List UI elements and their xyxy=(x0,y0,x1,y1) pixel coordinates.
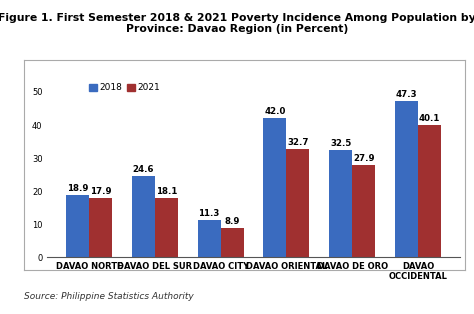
Text: 18.9: 18.9 xyxy=(67,184,88,193)
Text: 32.5: 32.5 xyxy=(330,139,351,148)
Text: 11.3: 11.3 xyxy=(199,209,220,218)
Text: 18.1: 18.1 xyxy=(156,187,177,196)
Bar xyxy=(155,198,178,257)
Bar xyxy=(286,149,310,257)
Bar xyxy=(66,195,89,257)
Text: 24.6: 24.6 xyxy=(133,165,154,174)
Bar xyxy=(89,198,112,257)
Text: 32.7: 32.7 xyxy=(287,138,309,147)
Text: Source: Philippine Statistics Authority: Source: Philippine Statistics Authority xyxy=(24,292,193,301)
Bar xyxy=(264,118,286,257)
Text: Series "2
Value: 40: Series "2 Value: 40 xyxy=(0,313,1,314)
Text: 8.9: 8.9 xyxy=(225,217,240,226)
Text: 40.1: 40.1 xyxy=(419,114,440,123)
Bar xyxy=(329,150,352,257)
Text: Figure 1. First Semester 2018 & 2021 Poverty Incidence Among Population by
Provi: Figure 1. First Semester 2018 & 2021 Pov… xyxy=(0,13,474,34)
Text: 42.0: 42.0 xyxy=(264,107,286,116)
Bar xyxy=(198,220,221,257)
Bar xyxy=(352,165,375,257)
Legend: 2018, 2021: 2018, 2021 xyxy=(85,80,164,96)
Text: 27.9: 27.9 xyxy=(353,154,374,163)
Bar xyxy=(395,101,418,257)
Bar xyxy=(132,176,155,257)
Bar xyxy=(418,125,441,257)
Bar xyxy=(221,228,244,257)
Text: 47.3: 47.3 xyxy=(396,90,417,99)
Text: 17.9: 17.9 xyxy=(90,187,111,196)
